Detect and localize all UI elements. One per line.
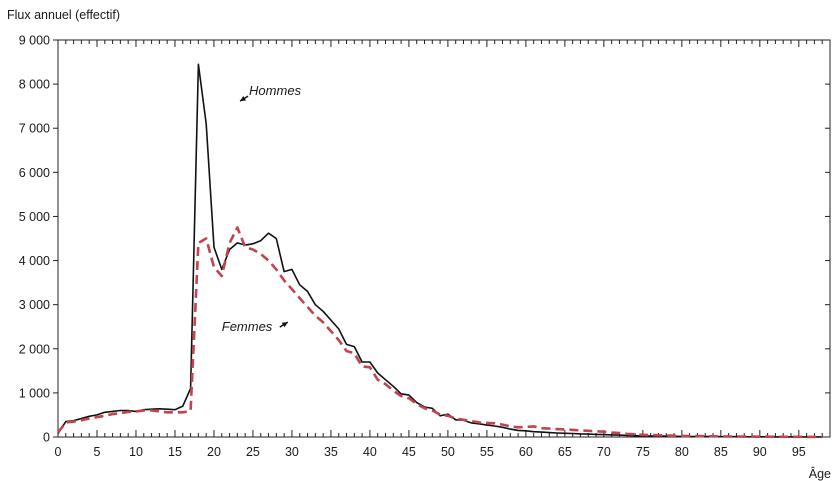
annotation-label: Femmes [222, 319, 273, 334]
x-tick-label: 10 [129, 445, 143, 459]
series-line-femmes [56, 226, 823, 439]
y-tick-label: 2 000 [19, 342, 50, 356]
y-tick-label: 6 000 [19, 166, 50, 180]
x-tick-label: 30 [285, 445, 299, 459]
annotation-label: Hommes [249, 83, 302, 98]
y-tick-label: 3 000 [19, 298, 50, 312]
x-tick-label: 0 [55, 445, 62, 459]
x-tick-label: 60 [519, 445, 533, 459]
x-tick-label: 25 [246, 445, 260, 459]
x-axis-title: Âge [809, 466, 831, 481]
y-axis-title: Flux annuel (effectif) [7, 8, 120, 22]
x-tick-label: 20 [207, 445, 221, 459]
x-tick-label: 50 [441, 445, 455, 459]
annotation-arrowhead [281, 322, 288, 328]
y-tick-label: 0 [43, 431, 50, 445]
y-tick-label: 9 000 [19, 34, 50, 48]
y-tick-label: 8 000 [19, 78, 50, 92]
x-tick-label: 45 [402, 445, 416, 459]
x-tick-label: 65 [558, 445, 572, 459]
y-tick-label: 5 000 [19, 210, 50, 224]
y-tick-label: 7 000 [19, 122, 50, 136]
plot-frame [57, 39, 831, 438]
x-tick-label: 5 [94, 445, 101, 459]
x-tick-label: 85 [714, 445, 728, 459]
x-tick-label: 70 [597, 445, 611, 459]
y-tick-label: 1 000 [19, 386, 50, 400]
x-tick-label: 75 [636, 445, 650, 459]
x-tick-label: 40 [363, 445, 377, 459]
y-axis: 0 1 000 2 000 3 000 4 000 5 000 6 000 7 000 8 00… [19, 34, 830, 445]
x-tick-label: 90 [753, 445, 767, 459]
x-tick-label: 15 [168, 445, 182, 459]
x-tick-label: 95 [792, 445, 806, 459]
x-tick-label: 35 [324, 445, 338, 459]
series-layer [56, 63, 823, 439]
series-line-hommes [57, 63, 823, 438]
annotation-layer: Hommes Femmes [222, 83, 302, 334]
x-axis: 0 5 10 15 20 25 30 35 40 45 50 55 60 65 70 75 80 85 90 95 [55, 40, 831, 459]
y-tick-label: 4 000 [19, 254, 50, 268]
annotation-arrowhead [240, 96, 247, 102]
x-tick-label: 80 [675, 445, 689, 459]
x-tick-label: 55 [480, 445, 494, 459]
